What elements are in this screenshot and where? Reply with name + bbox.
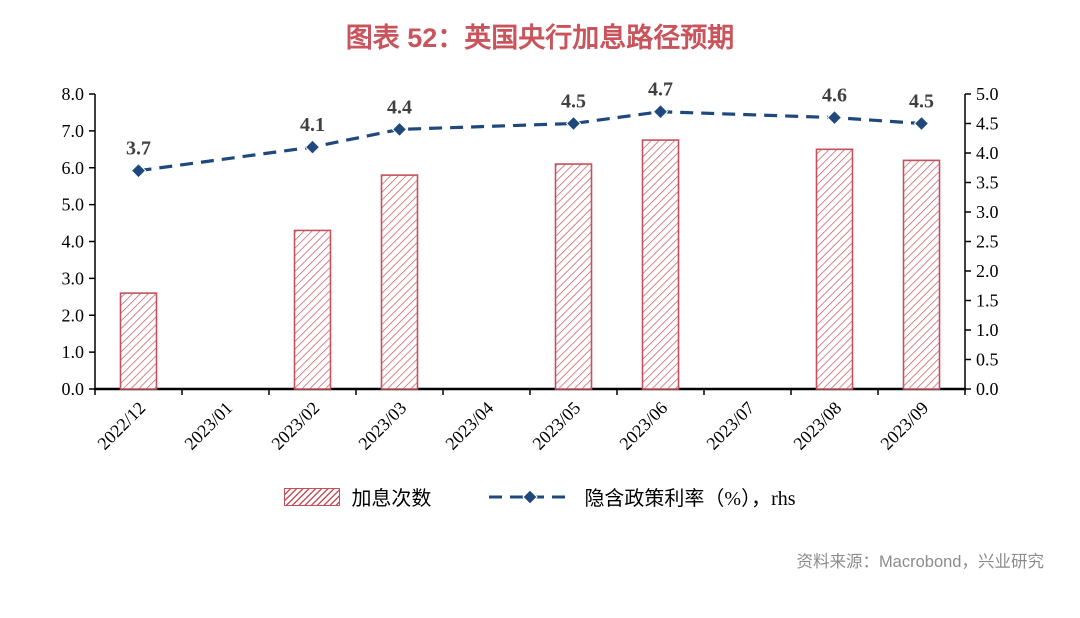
svg-text:7.0: 7.0	[62, 121, 85, 141]
svg-text:3.0: 3.0	[62, 268, 85, 288]
svg-text:4.4: 4.4	[387, 96, 412, 118]
svg-text:0.0: 0.0	[62, 379, 85, 399]
svg-text:3.0: 3.0	[976, 202, 999, 222]
svg-text:2023/09: 2023/09	[876, 398, 932, 454]
svg-text:0.0: 0.0	[976, 379, 999, 399]
svg-text:4.1: 4.1	[300, 114, 325, 136]
svg-text:1.5: 1.5	[976, 291, 999, 311]
bar-series-swatch	[284, 487, 341, 506]
svg-text:8.0: 8.0	[62, 84, 85, 104]
svg-text:1.0: 1.0	[62, 342, 85, 362]
svg-text:4.5: 4.5	[561, 91, 586, 113]
svg-text:5.0: 5.0	[976, 84, 999, 104]
legend-item-bars: 加息次数	[284, 482, 431, 511]
svg-text:2023/01: 2023/01	[180, 398, 236, 454]
svg-text:2023/08: 2023/08	[789, 398, 845, 454]
line-series-swatch	[489, 488, 572, 505]
svg-text:3.7: 3.7	[126, 138, 151, 160]
chart-plot-area: 0.0 1.0 2.0 3.0 4.0 5.0 6.0 7.0 8.0 0.0 0.5 1.0 1.5 2…	[62, 79, 999, 454]
svg-text:2023/06: 2023/06	[615, 398, 671, 454]
svg-text:5.0: 5.0	[62, 195, 85, 215]
chart-title: 图表 52：英国央行加息路径预期	[345, 23, 735, 53]
svg-text:4.0: 4.0	[976, 143, 999, 163]
svg-text:2023/05: 2023/05	[528, 398, 584, 454]
legend-label-bars: 加息次数	[351, 488, 432, 510]
svg-text:4.5: 4.5	[976, 114, 999, 134]
svg-text:2.0: 2.0	[976, 261, 999, 281]
svg-text:1.0: 1.0	[976, 320, 999, 340]
svg-text:4.7: 4.7	[648, 79, 673, 101]
svg-text:4.6: 4.6	[822, 85, 847, 107]
legend-label-line: 隐含政策利率（%），rhs	[584, 488, 796, 510]
svg-text:2.0: 2.0	[62, 305, 85, 325]
svg-text:2023/07: 2023/07	[702, 398, 758, 454]
legend-item-line: 隐含政策利率（%），rhs	[487, 482, 796, 511]
svg-text:2023/03: 2023/03	[354, 398, 410, 454]
svg-text:4.0: 4.0	[62, 232, 85, 252]
svg-text:4.5: 4.5	[909, 91, 934, 113]
source-note: 资料来源：Macrobond，兴业研究	[796, 553, 1044, 571]
svg-text:3.5: 3.5	[976, 173, 999, 193]
chart-legend: 加息次数 隐含政策利率（%），rhs	[0, 482, 1080, 511]
svg-text:2.5: 2.5	[976, 232, 999, 252]
svg-text:0.5: 0.5	[976, 350, 999, 370]
svg-text:2023/02: 2023/02	[267, 398, 323, 454]
svg-text:6.0: 6.0	[62, 158, 85, 178]
svg-text:2023/04: 2023/04	[441, 398, 497, 454]
svg-text:2022/12: 2022/12	[93, 398, 149, 454]
